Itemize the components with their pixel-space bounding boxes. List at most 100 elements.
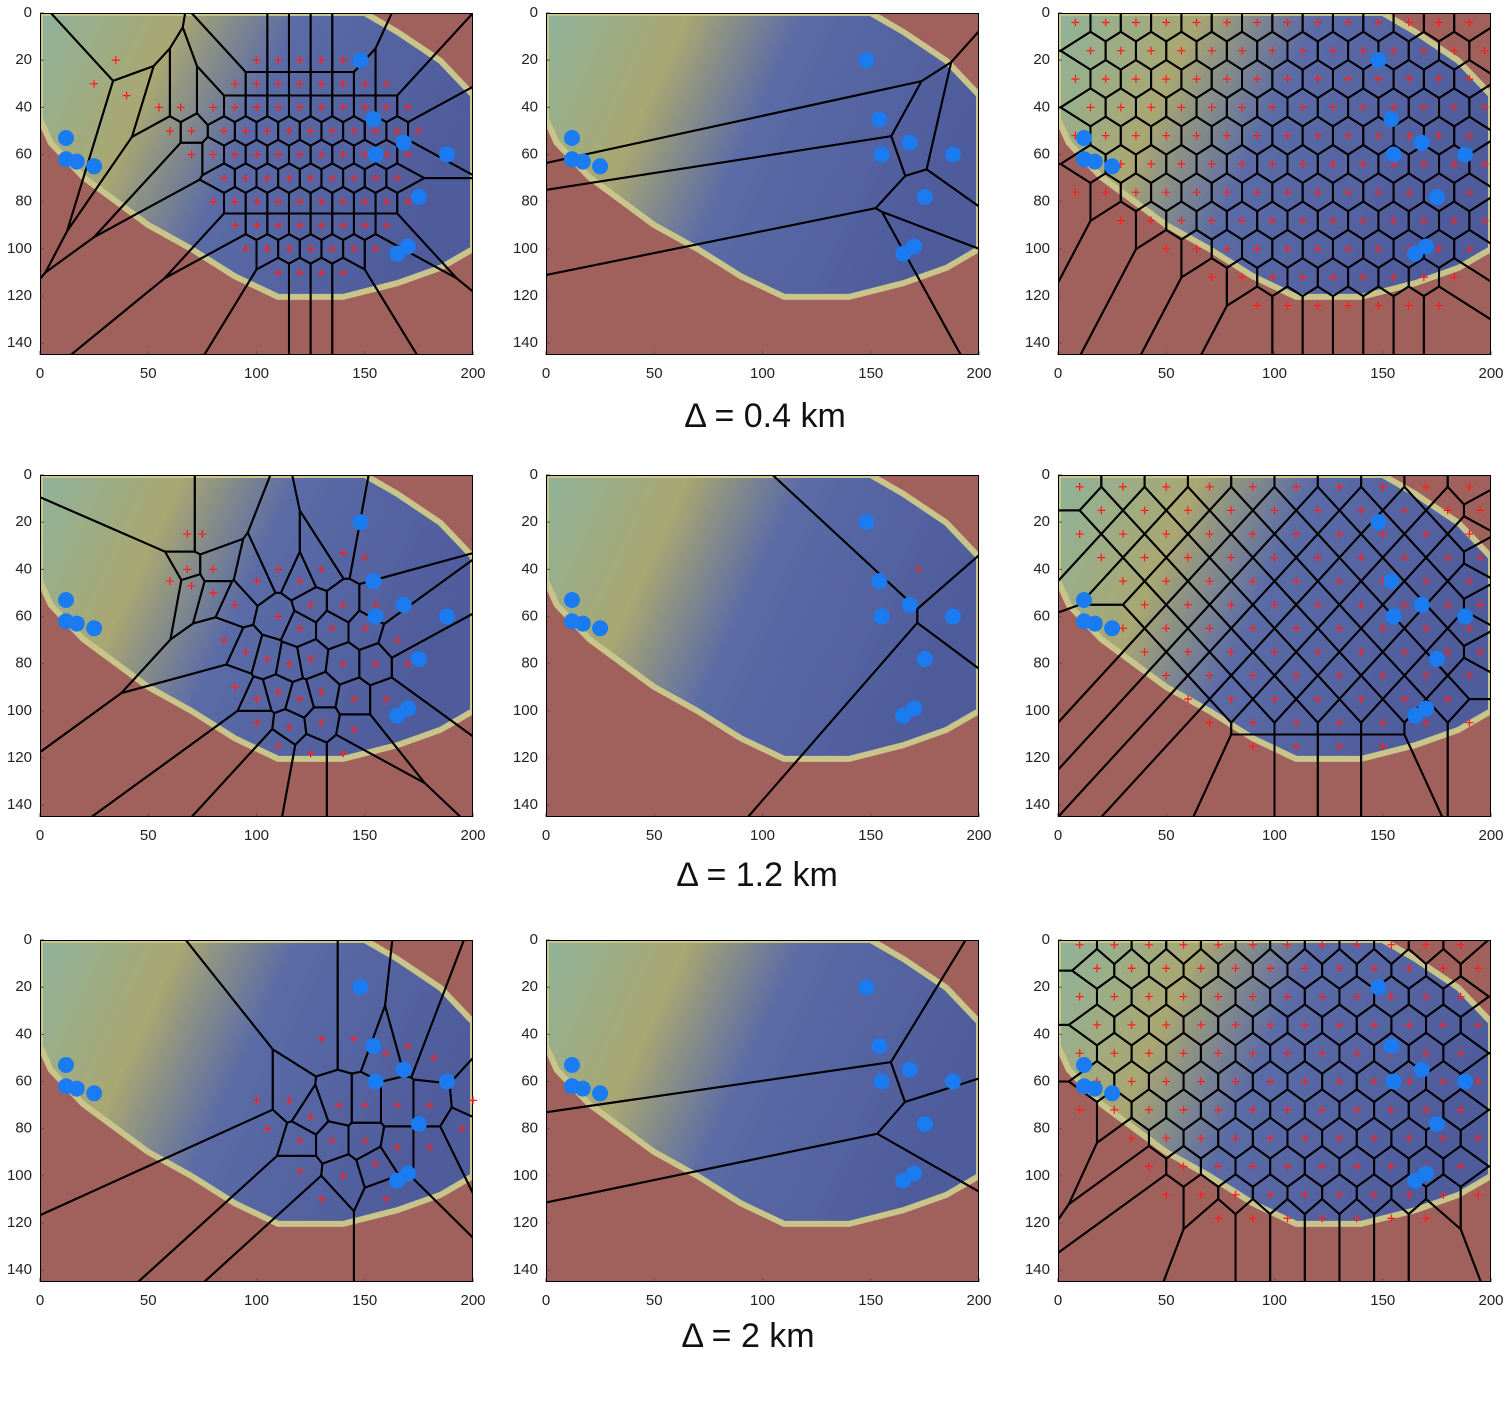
red-cross [155,103,164,112]
red-cross [1374,18,1383,27]
red-cross [1118,624,1127,633]
voronoi-cell [412,1125,473,1240]
red-cross [1207,273,1216,282]
red-cross [382,150,391,159]
y-tick-label: 120 [7,287,32,304]
red-cross [1313,244,1322,253]
red-cross [1389,103,1398,112]
red-cross [1387,940,1396,949]
red-cross [1422,1105,1431,1114]
red-cross [1222,188,1231,197]
y-tick-label: 40 [15,560,32,577]
blue-point [1457,608,1474,625]
red-cross [306,1112,315,1121]
x-tick-label: 150 [1370,827,1395,844]
red-cross [1283,188,1292,197]
blue-point [945,608,962,625]
red-cross [1179,940,1188,949]
red-cross [1450,103,1459,112]
y-tick-label: 80 [521,655,538,672]
blue-point [574,1080,591,1097]
red-cross [1127,1020,1136,1029]
y-tick-label: 120 [513,749,538,766]
red-cross [425,1143,434,1152]
y-tick-label: 20 [521,978,538,995]
y-tick-label: 120 [1025,287,1050,304]
red-cross [1205,482,1214,491]
y-tick-label: 100 [1025,1167,1050,1184]
red-cross [1370,964,1379,973]
red-cross [274,103,283,112]
blue-point [1413,596,1430,613]
red-cross [1177,159,1186,168]
y-tick-label: 60 [521,1072,538,1089]
red-cross [209,103,218,112]
red-cross [1378,529,1387,538]
red-cross [1131,188,1140,197]
red-cross [328,244,337,253]
red-cross [1214,1049,1223,1058]
red-cross [317,197,326,206]
voronoi-cell [1438,257,1491,321]
red-cross [1435,301,1444,310]
red-cross [1419,159,1428,168]
panel: 0 50 100 150 200 0 20 40 60 80 100 120 140 [7,931,486,1309]
red-cross [252,197,261,206]
red-cross [317,56,326,65]
red-cross [349,695,358,704]
x-tick-label: 150 [858,827,883,844]
red-cross [274,197,283,206]
red-cross [1207,103,1216,112]
y-tick-label: 140 [1025,334,1050,351]
red-cross [1328,103,1337,112]
red-cross [1268,273,1277,282]
y-tick-label: 60 [1033,607,1050,624]
voronoi-cell [546,1132,979,1282]
red-cross [1075,940,1084,949]
red-cross [187,126,196,135]
red-cross [1357,553,1366,562]
blue-point [1075,130,1092,147]
red-cross [317,150,326,159]
red-cross [252,103,261,112]
red-cross [1292,718,1301,727]
red-cross [1283,18,1292,27]
red-cross [1179,1049,1188,1058]
y-tick-label: 20 [521,513,538,530]
red-cross [1344,188,1353,197]
red-cross [1400,553,1409,562]
red-cross [274,687,283,696]
red-cross [1092,964,1101,973]
y-tick-label: 40 [15,98,32,115]
red-cross [306,749,315,758]
red-cross [1140,600,1149,609]
red-cross [1162,75,1171,84]
red-cross [1162,18,1171,27]
red-cross [317,268,326,277]
red-cross [371,600,380,609]
red-cross [1127,1134,1136,1143]
red-cross [404,1042,413,1051]
red-cross [1192,244,1201,253]
red-cross [1292,624,1301,633]
red-cross [1196,1190,1205,1199]
red-cross [1335,1077,1344,1086]
red-cross [328,126,337,135]
blue-point [395,134,412,151]
y-tick-label: 140 [1025,796,1050,813]
red-cross [1443,553,1452,562]
red-cross [1357,600,1366,609]
red-cross [1283,992,1292,1001]
x-tick-label: 100 [750,365,775,382]
red-cross [1404,131,1413,140]
x-tick-label: 50 [1158,1292,1175,1309]
red-cross [1387,1162,1396,1171]
red-cross [1207,159,1216,168]
red-cross [252,79,261,88]
red-cross [1179,1105,1188,1114]
red-cross [1253,188,1262,197]
blue-point [389,1172,406,1189]
red-cross [1222,244,1231,253]
red-cross [220,636,229,645]
